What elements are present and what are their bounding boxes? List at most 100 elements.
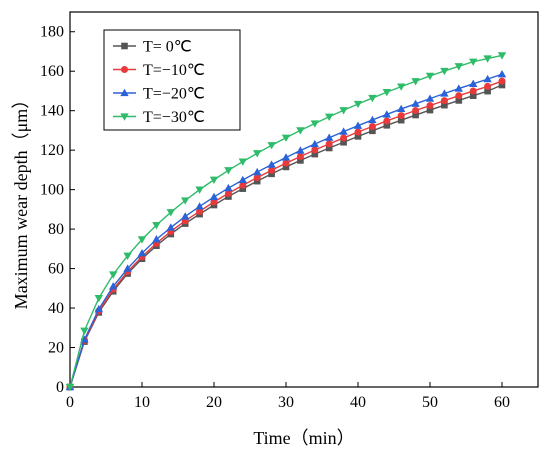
- data-point: [181, 212, 190, 220]
- data-point: [368, 115, 377, 124]
- data-point: [397, 116, 405, 124]
- series-2: [65, 69, 507, 391]
- data-point: [469, 92, 477, 99]
- data-point: [137, 248, 147, 257]
- y-tick-label: 120: [40, 142, 64, 159]
- data-point: [325, 144, 333, 152]
- data-point: [440, 89, 449, 97]
- data-point: [166, 209, 175, 217]
- data-point: [253, 150, 262, 158]
- y-tick-label: 60: [48, 261, 64, 278]
- data-point: [368, 122, 376, 130]
- y-tick-label: 20: [48, 340, 64, 357]
- axis-ticks: 0 10 20 30 40 50 60 0 20 40 60 80 100 120 140 160 180: [40, 24, 510, 411]
- data-point: [498, 81, 506, 89]
- data-point: [354, 133, 362, 140]
- data-point: [282, 163, 290, 171]
- data-point: [224, 189, 232, 197]
- legend-label: T=−20℃: [143, 86, 205, 103]
- data-point: [339, 107, 348, 115]
- data-point: [94, 295, 103, 303]
- data-point: [354, 128, 362, 136]
- data-point: [325, 140, 333, 148]
- data-point: [325, 113, 334, 122]
- data-point: [238, 175, 247, 184]
- y-axis-title: Maximum wear depth（μm）: [11, 91, 31, 310]
- data-point: [483, 55, 492, 63]
- data-point: [469, 87, 477, 95]
- data-point: [426, 106, 434, 114]
- data-point: [282, 159, 290, 167]
- data-point: [224, 167, 233, 175]
- data-point: [455, 97, 463, 104]
- plot-frame: [69, 11, 539, 388]
- data-point: [137, 236, 147, 244]
- data-point: [454, 84, 463, 92]
- data-point: [382, 88, 391, 97]
- legend-swatch-marker: [120, 113, 129, 121]
- data-point: [109, 282, 118, 290]
- x-tick-label: 30: [278, 394, 294, 411]
- data-point: [498, 77, 506, 85]
- data-point: [166, 223, 175, 231]
- data-point: [94, 304, 103, 313]
- data-point: [152, 222, 161, 230]
- data-point: [209, 192, 219, 201]
- data-point: [411, 78, 420, 86]
- y-tick-label: 80: [48, 221, 64, 238]
- y-tick-label: 180: [40, 24, 64, 41]
- data-point: [383, 117, 391, 125]
- data-point: [412, 106, 420, 114]
- x-tick-label: 60: [494, 394, 510, 411]
- data-point: [340, 138, 347, 146]
- legend-swatch-marker: [121, 66, 128, 73]
- data-point: [440, 97, 448, 105]
- data-point: [210, 198, 218, 206]
- data-point: [369, 127, 376, 135]
- data-point: [425, 94, 435, 102]
- data-point: [281, 134, 291, 142]
- data-point: [297, 157, 304, 164]
- data-point: [268, 166, 276, 174]
- legend-label: T=−10℃: [143, 62, 205, 79]
- data-point: [311, 150, 319, 158]
- x-tick-label: 10: [134, 394, 150, 411]
- data-point: [310, 139, 319, 148]
- data-point: [382, 110, 391, 118]
- data-point: [123, 252, 132, 260]
- data-point: [195, 186, 204, 194]
- data-point: [267, 142, 276, 150]
- legend-swatch-marker: [120, 88, 129, 97]
- data-point: [80, 327, 89, 335]
- data-point: [455, 92, 463, 100]
- data-point: [383, 121, 391, 129]
- data-point: [469, 79, 478, 87]
- x-tick-label: 0: [66, 394, 74, 411]
- y-tick-label: 0: [56, 379, 64, 396]
- data-point: [425, 72, 435, 81]
- data-point: [412, 111, 419, 119]
- data-point: [109, 271, 118, 279]
- legend-swatch-marker: [121, 42, 128, 50]
- data-point: [483, 74, 492, 83]
- y-tick-label: 160: [40, 63, 64, 80]
- data-point: [239, 181, 247, 189]
- data-point: [484, 82, 492, 90]
- data-point: [123, 264, 132, 272]
- data-point: [196, 207, 204, 215]
- y-tick-label: 100: [40, 182, 64, 199]
- x-tick-label: 20: [206, 394, 222, 411]
- y-tick-label: 140: [40, 103, 64, 120]
- legend-label: T= 0℃: [143, 39, 192, 56]
- x-axis-title: Time（min）: [253, 428, 354, 448]
- data-point: [195, 202, 204, 210]
- data-point: [209, 176, 219, 184]
- data-point: [296, 146, 305, 154]
- data-point: [484, 87, 491, 95]
- data-point: [253, 177, 261, 185]
- data-point: [426, 102, 434, 110]
- data-point: [411, 99, 420, 107]
- data-point: [497, 69, 507, 78]
- data-point: [325, 133, 334, 141]
- data-point: [152, 235, 161, 243]
